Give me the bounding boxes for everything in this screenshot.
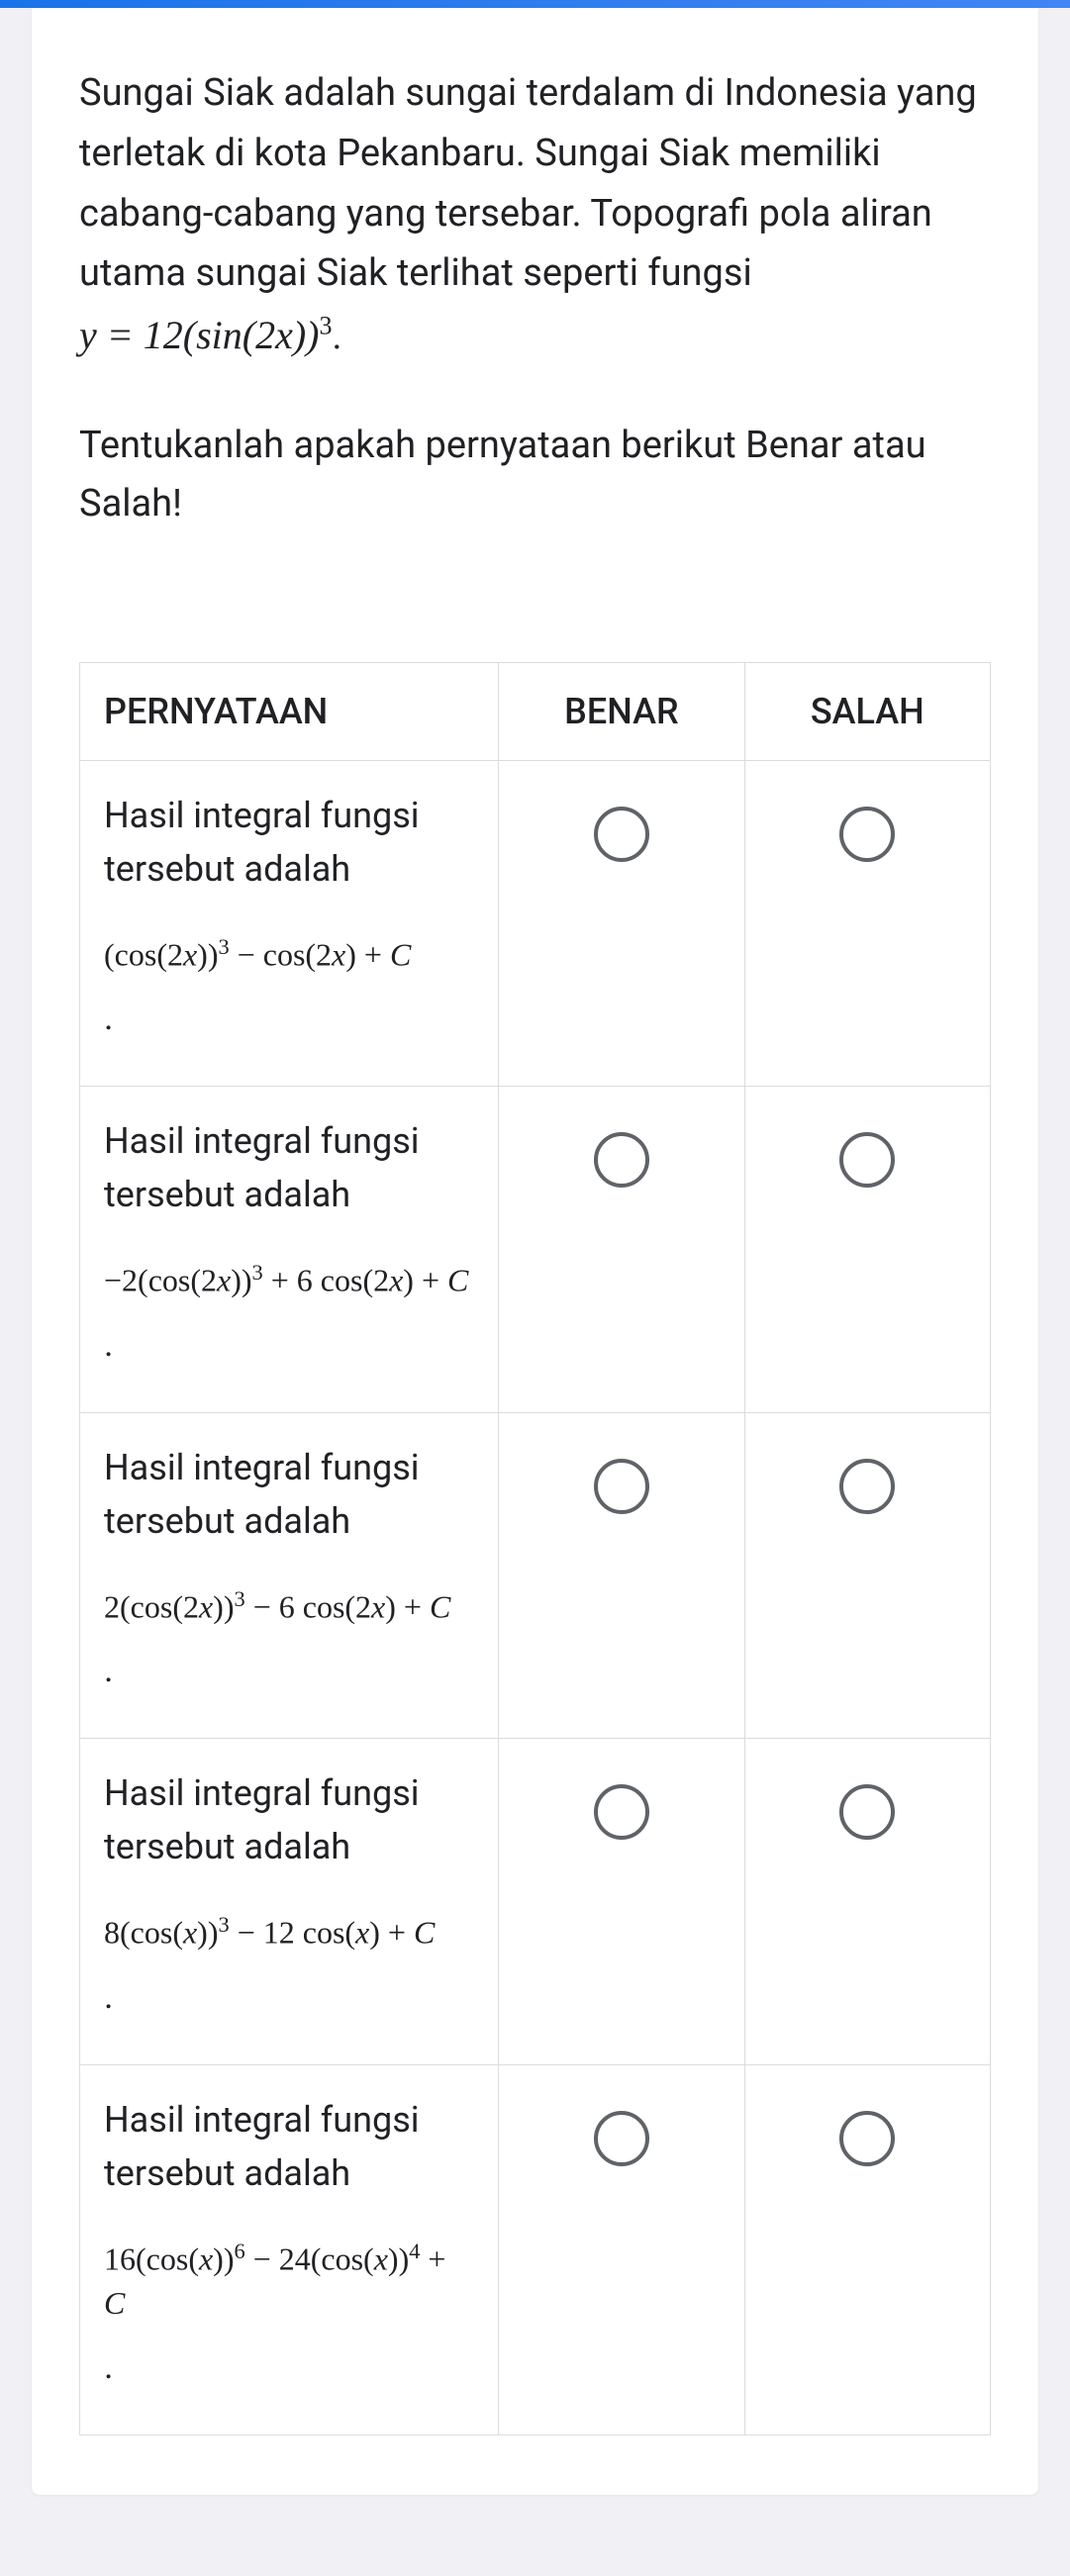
- benar-cell: [499, 2064, 744, 2434]
- question-text-content: Sungai Siak adalah sungai terdalam di In…: [79, 71, 977, 295]
- statement-cell: Hasil integral fungsi tersebut adalah 16(…: [80, 2064, 499, 2434]
- question-card: Sungai Siak adalah sungai terdalam di In…: [32, 8, 1038, 2495]
- table-row: Hasil integral fungsi tersebut adalah 8(c…: [80, 1739, 991, 2064]
- statement-lead: Hasil integral fungsi tersebut adalah: [104, 2093, 474, 2200]
- radio-benar[interactable]: [594, 1784, 649, 1840]
- radio-benar[interactable]: [594, 2111, 649, 2166]
- table-header-row: PERNYATAAN BENAR SALAH: [80, 662, 991, 760]
- statement-formula: 16(cos(x))6 − 24(cos(x))4 + C: [104, 2236, 474, 2326]
- radio-benar[interactable]: [594, 1132, 649, 1188]
- salah-cell: [744, 1412, 990, 1738]
- statement-lead: Hasil integral fungsi tersebut adalah: [104, 789, 474, 896]
- main-formula: y = 12(sin(2x))3: [79, 313, 332, 357]
- header-benar: BENAR: [499, 662, 744, 760]
- benar-cell: [499, 760, 744, 1086]
- benar-cell: [499, 1087, 744, 1412]
- trailing-dot: .: [104, 1323, 474, 1365]
- header-statement: PERNYATAAN: [80, 662, 499, 760]
- radio-salah[interactable]: [839, 2111, 895, 2166]
- statement-lead: Hasil integral fungsi tersebut adalah: [104, 1766, 474, 1873]
- table-body: Hasil integral fungsi tersebut adalah (co…: [80, 760, 991, 2434]
- salah-cell: [744, 1739, 990, 2064]
- statement-cell: Hasil integral fungsi tersebut adalah −2(…: [80, 1087, 499, 1412]
- statement-formula: −2(cos(2x))3 + 6 cos(2x) + C: [104, 1257, 474, 1302]
- trailing-dot: .: [104, 1975, 474, 2017]
- radio-benar[interactable]: [594, 1459, 649, 1514]
- benar-cell: [499, 1412, 744, 1738]
- salah-cell: [744, 1087, 990, 1412]
- formula-inner: sin(2x): [196, 313, 306, 357]
- trailing-dot: .: [104, 2345, 474, 2387]
- salah-cell: [744, 760, 990, 1086]
- formula-exponent: 3: [319, 312, 332, 340]
- radio-salah[interactable]: [839, 1459, 895, 1514]
- table-row: Hasil integral fungsi tersebut adalah 16(…: [80, 2064, 991, 2434]
- statement-formula: (cos(2x))3 − cos(2x) + C: [104, 931, 474, 977]
- statement-lead: Hasil integral fungsi tersebut adalah: [104, 1114, 474, 1221]
- radio-salah[interactable]: [839, 807, 895, 862]
- trailing-dot: .: [104, 997, 474, 1038]
- header-salah: SALAH: [744, 662, 990, 760]
- table-row: Hasil integral fungsi tersebut adalah −2(…: [80, 1087, 991, 1412]
- statement-cell: Hasil integral fungsi tersebut adalah 2(c…: [80, 1412, 499, 1738]
- statement-cell: Hasil integral fungsi tersebut adalah 8(c…: [80, 1739, 499, 2064]
- formula-suffix: .: [332, 315, 341, 358]
- statement-cell: Hasil integral fungsi tersebut adalah (co…: [80, 760, 499, 1086]
- trailing-dot: .: [104, 1649, 474, 1690]
- statement-lead: Hasil integral fungsi tersebut adalah: [104, 1441, 474, 1548]
- radio-salah[interactable]: [839, 1132, 895, 1188]
- statement-formula: 2(cos(2x))3 − 6 cos(2x) + C: [104, 1583, 474, 1629]
- table-row: Hasil integral fungsi tersebut adalah 2(c…: [80, 1412, 991, 1738]
- table-row: Hasil integral fungsi tersebut adalah (co…: [80, 760, 991, 1086]
- statement-formula: 8(cos(x))3 − 12 cos(x) + C: [104, 1909, 474, 1955]
- quiz-table: PERNYATAAN BENAR SALAH Hasil integral fu…: [79, 662, 991, 2435]
- salah-cell: [744, 2064, 990, 2434]
- formula-prefix: y = 12: [79, 313, 183, 357]
- radio-benar[interactable]: [594, 807, 649, 862]
- top-accent-bar: [0, 0, 1070, 8]
- question-paragraph: Sungai Siak adalah sungai terdalam di In…: [79, 63, 991, 367]
- instruction-text: Tentukanlah apakah pernyataan berikut Be…: [79, 417, 991, 533]
- radio-salah[interactable]: [839, 1784, 895, 1840]
- benar-cell: [499, 1739, 744, 2064]
